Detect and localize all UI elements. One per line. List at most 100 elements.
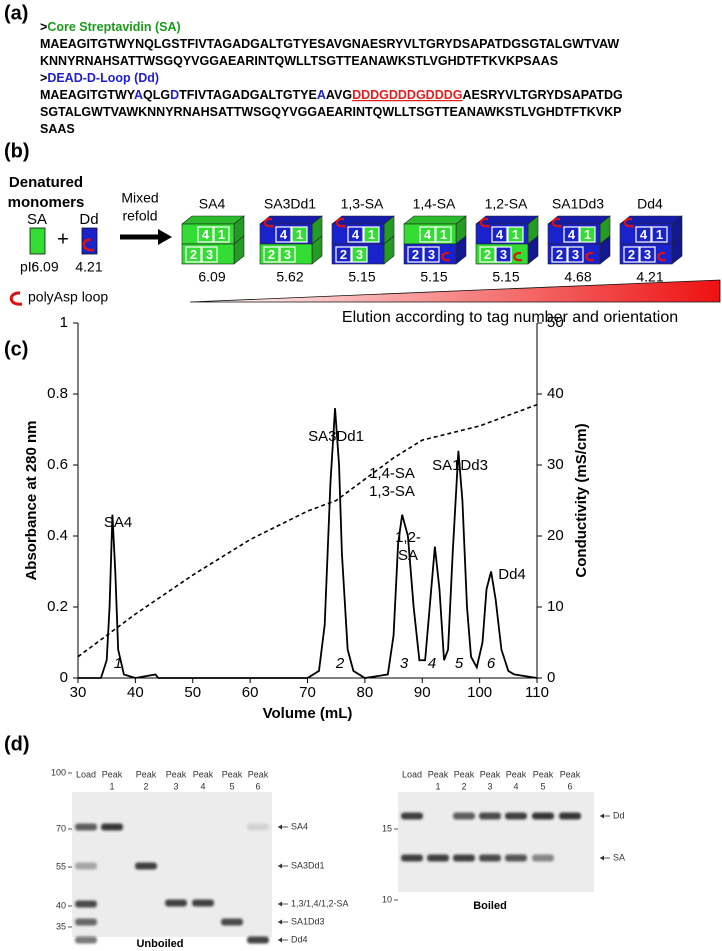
lane-header: Peak	[533, 769, 554, 779]
peak-annotation: Dd4	[498, 566, 526, 583]
gel-caption: Unboiled	[136, 938, 183, 950]
subunit	[639, 246, 656, 263]
marker-label: 15	[382, 823, 392, 833]
peak-number: 1	[114, 655, 122, 672]
gel-band	[427, 854, 449, 862]
subunit	[435, 226, 452, 243]
plus-sign: +	[57, 228, 69, 250]
subunit-label: 4	[352, 227, 360, 242]
tetramer-top	[403, 215, 467, 225]
x-tick-label: 70	[299, 684, 316, 701]
band-label: SA3Dd1	[291, 860, 325, 870]
marker-label: 100	[51, 767, 66, 777]
x-tick-label: 60	[242, 684, 259, 701]
loop	[657, 251, 667, 262]
peak-annotation: SA4	[104, 514, 132, 531]
gel-band	[453, 854, 475, 862]
band-label: Dd	[613, 810, 625, 820]
sequence-segment: AVG	[326, 88, 352, 102]
loop	[623, 217, 635, 228]
subunit-label: 2	[484, 247, 491, 262]
gel-band	[135, 862, 157, 870]
tetramer-pi: 6.09	[198, 269, 225, 285]
sequence-line: >Core Streptavidin (SA)	[40, 20, 181, 34]
conductivity-line	[77, 403, 538, 658]
tetramer-name: 1,2-SA	[485, 196, 528, 212]
subunit-label: 4	[640, 227, 648, 242]
tetramer-pi: 4.68	[564, 269, 591, 285]
gel-band	[505, 854, 527, 862]
monomers-title: Denatured	[9, 174, 83, 191]
subunit	[623, 246, 640, 263]
subunit-label: 2	[268, 247, 275, 262]
subunit	[291, 226, 308, 243]
subunit-label: 3	[356, 247, 363, 262]
sequence-line: KNNYRNAHSATTWSGQYVGGAEARINTQWLLTSGTTEANA…	[40, 54, 558, 68]
peak-annotation: 1,2-	[395, 529, 421, 546]
tetramer: 1 2 3 4	[619, 215, 683, 265]
lane-header: Peak	[193, 769, 214, 779]
peak-number: 3	[400, 655, 409, 672]
marker-label: 10	[382, 894, 392, 904]
x-tick-label: 50	[184, 684, 201, 701]
subunit-label: 3	[500, 247, 507, 262]
absorbance-line	[78, 408, 538, 679]
tetramer: 1 2 3 4	[547, 215, 611, 265]
subunit	[507, 226, 524, 243]
subunit	[201, 246, 218, 263]
lane-header: Peak	[506, 769, 527, 779]
lane-header: Peak	[454, 769, 475, 779]
gel-band	[247, 823, 269, 831]
y-tick-label: 0.8	[47, 385, 68, 402]
subunit-label: 3	[572, 247, 579, 262]
subunit	[419, 226, 436, 243]
band-arrowhead	[600, 855, 604, 861]
monomer-name: Dd	[79, 211, 98, 228]
peak-annotation: 1,3-SA	[369, 483, 415, 500]
tetramer: 1 2 3 4	[181, 215, 245, 265]
monomer-pi: 6.09	[31, 259, 58, 275]
lane-header: Peak	[248, 769, 269, 779]
sequence-segment: Core Streptavidin (SA)	[47, 20, 180, 34]
loop	[479, 217, 491, 228]
lane-number: 4	[513, 781, 518, 791]
lane-number: 2	[461, 781, 466, 791]
tetramer-name: SA3Dd1	[264, 196, 316, 212]
lane-header: Peak	[480, 769, 501, 779]
loop	[335, 217, 347, 228]
sequence-segment: TFIVTAGADGALTGTYE	[179, 88, 317, 102]
gel-band	[247, 936, 269, 944]
tetramer: 1 2 3 4	[475, 215, 539, 265]
lane-number: 1	[109, 781, 114, 791]
band-label: SA4	[291, 821, 308, 831]
y-tick-label: 0	[60, 669, 68, 686]
subunit-label: 1	[218, 227, 225, 242]
lane-number: 4	[200, 781, 205, 791]
y2-tick-label: 20	[547, 527, 564, 544]
subunit-label: 1	[368, 227, 375, 242]
gel-band	[453, 812, 475, 820]
x-tick-label: 100	[467, 684, 492, 701]
gel-band	[75, 862, 97, 870]
lane-header: Peak	[560, 769, 581, 779]
gel-band	[101, 823, 123, 831]
y2-tick-label: 50	[547, 314, 564, 331]
sequence-line: MAEAGITGTWYNQLGSTFIVTAGADGALTGTYESAVGNAE…	[40, 37, 619, 51]
lane-number: 6	[567, 781, 572, 791]
gel-band	[532, 812, 554, 820]
lane-number: 3	[487, 781, 492, 791]
subunit-label: 2	[556, 247, 563, 262]
monomers-title: monomers	[8, 194, 85, 211]
gel-band	[75, 900, 97, 908]
y-tick-label: 1	[60, 314, 68, 331]
subunit-label: 4	[202, 227, 210, 242]
panel-label: (d)	[4, 733, 30, 755]
tetramer: 1 2 3 4	[331, 215, 395, 265]
subunit	[407, 246, 424, 263]
subunit-label: 3	[644, 247, 651, 262]
tetramer-pi: 4.21	[636, 269, 663, 285]
lane-header: Peak	[428, 769, 449, 779]
subunit	[479, 246, 496, 263]
tetramer-name: Dd4	[637, 196, 663, 212]
band-arrowhead	[278, 919, 282, 925]
